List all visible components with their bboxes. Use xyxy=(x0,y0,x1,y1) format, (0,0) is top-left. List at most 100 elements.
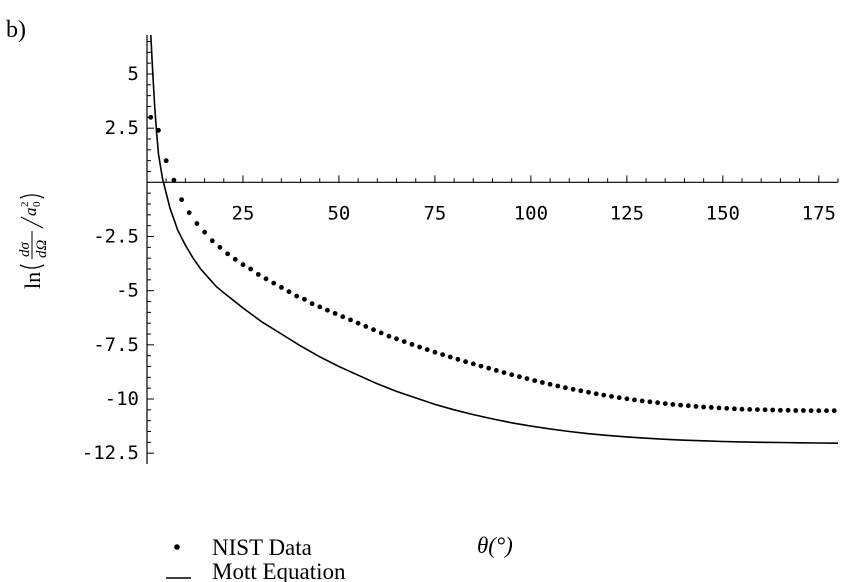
data-point-nist xyxy=(816,408,822,414)
data-point-nist xyxy=(701,404,706,410)
x-tick-label: 175 xyxy=(802,202,836,224)
data-point-nist xyxy=(678,402,683,408)
y-label-base: a xyxy=(21,208,40,217)
data-point-nist xyxy=(455,356,461,362)
y-label-close-paren xyxy=(19,194,45,199)
data-point-nist xyxy=(563,385,568,391)
data-point-nist xyxy=(225,251,231,257)
data-point-nist xyxy=(432,349,438,355)
data-point-nist xyxy=(616,395,622,401)
data-point-nist xyxy=(624,396,630,402)
data-point-nist xyxy=(724,405,730,411)
data-point-nist xyxy=(601,392,607,398)
x-tick-label: 50 xyxy=(327,202,350,224)
data-point-nist xyxy=(209,238,215,244)
data-point-nist xyxy=(770,407,776,413)
data-point-nist xyxy=(532,378,538,383)
data-point-nist xyxy=(570,386,576,392)
data-point-nist xyxy=(355,320,361,326)
y-ticks: 5 2.5 -2.5 -5 -7.5 -10 -12.5 xyxy=(82,41,154,464)
data-point-nist xyxy=(202,229,208,235)
data-point-nist xyxy=(286,289,292,295)
series-layer xyxy=(148,34,839,444)
data-point-nist xyxy=(739,406,745,412)
data-point-nist xyxy=(163,158,169,164)
data-point-nist xyxy=(309,301,315,307)
y-label-sub: 0 xyxy=(31,201,43,207)
x-ticks: 25 50 75 100 125 150 175 xyxy=(165,175,839,224)
data-point-nist xyxy=(501,370,507,375)
chart-axes xyxy=(146,35,838,464)
data-point-nist xyxy=(332,311,338,316)
y-label-fn: ln xyxy=(20,272,45,289)
data-point-nist xyxy=(824,408,829,414)
data-point-nist xyxy=(255,272,261,277)
y-tick-label: 5 xyxy=(128,63,139,85)
data-point-nist xyxy=(793,408,799,413)
data-point-nist xyxy=(662,401,668,406)
series-line-mott xyxy=(150,34,839,444)
data-point-nist xyxy=(831,408,837,414)
data-point-nist xyxy=(555,383,561,389)
x-tick-label: 25 xyxy=(232,202,255,224)
data-point-nist xyxy=(240,262,246,268)
data-point-nist xyxy=(540,380,545,385)
data-point-nist xyxy=(171,177,177,183)
data-point-nist xyxy=(271,280,277,286)
x-tick-label: 125 xyxy=(610,202,644,224)
legend-label-mott: Mott Equation xyxy=(212,559,346,582)
data-point-nist xyxy=(194,221,200,226)
data-point-nist xyxy=(747,407,753,412)
y-tick-label: -12.5 xyxy=(82,442,139,464)
data-point-nist xyxy=(363,324,369,329)
data-point-nist xyxy=(808,408,814,414)
x-tick-label: 100 xyxy=(514,202,548,224)
x-tick-label: 75 xyxy=(423,202,446,224)
data-point-nist xyxy=(317,304,323,310)
data-point-nist xyxy=(801,408,806,413)
data-point-nist xyxy=(263,276,269,282)
data-point-nist xyxy=(670,402,676,407)
data-point-nist xyxy=(279,285,284,290)
data-point-nist xyxy=(217,244,223,250)
legend-label-nist: NIST Data xyxy=(212,535,312,560)
data-point-nist xyxy=(639,398,645,404)
data-point-nist xyxy=(693,404,699,409)
legend-marker-nist xyxy=(174,544,180,550)
x-tick-label: 150 xyxy=(706,202,740,224)
data-point-nist xyxy=(632,397,637,403)
data-point-nist xyxy=(417,344,422,350)
data-point-nist xyxy=(609,394,614,399)
y-tick-label: 2.5 xyxy=(105,117,139,139)
data-point-nist xyxy=(586,389,591,395)
data-point-nist xyxy=(593,391,599,397)
data-point-nist xyxy=(232,256,238,262)
data-point-nist xyxy=(378,330,384,336)
data-point-nist xyxy=(186,210,192,216)
data-point-nist xyxy=(394,336,399,342)
data-point-nist xyxy=(148,114,154,120)
data-point-nist xyxy=(708,405,714,410)
y-axis-label: ln dσ dΩ a 2 0 xyxy=(17,194,50,289)
data-point-nist xyxy=(424,347,430,352)
data-point-nist xyxy=(524,376,530,381)
data-point-nist xyxy=(248,266,254,272)
data-point-nist xyxy=(325,307,330,313)
data-point-nist xyxy=(348,317,353,323)
legend: NIST Data Mott Equation xyxy=(166,535,346,582)
y-tick-label: -10 xyxy=(105,388,139,410)
data-point-nist xyxy=(778,407,783,413)
data-point-nist xyxy=(294,293,300,299)
data-point-nist xyxy=(302,296,307,302)
data-point-nist xyxy=(386,333,392,339)
data-point-nist xyxy=(401,339,407,344)
data-point-nist xyxy=(732,406,737,412)
data-point-nist xyxy=(517,374,522,380)
data-point-nist xyxy=(179,197,185,203)
data-point-nist xyxy=(762,407,768,413)
data-point-nist xyxy=(440,352,445,357)
y-label-sup: 2 xyxy=(19,202,31,208)
data-point-nist xyxy=(785,407,791,413)
data-point-nist xyxy=(447,354,453,360)
